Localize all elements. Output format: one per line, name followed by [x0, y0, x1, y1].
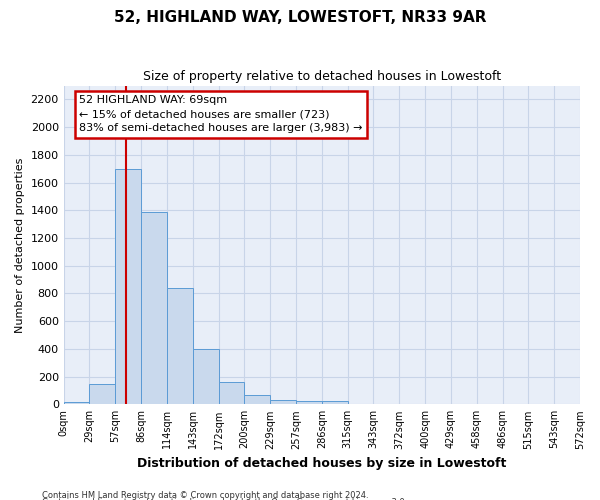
Bar	[193, 349, 218, 405]
Bar	[244, 394, 270, 404]
Text: 52, HIGHLAND WAY, LOWESTOFT, NR33 9AR: 52, HIGHLAND WAY, LOWESTOFT, NR33 9AR	[114, 10, 486, 25]
Text: Contains HM Land Registry data © Crown copyright and database right 2024.: Contains HM Land Registry data © Crown c…	[42, 490, 368, 500]
Bar	[322, 401, 347, 404]
Bar	[167, 288, 193, 405]
Y-axis label: Number of detached properties: Number of detached properties	[15, 157, 25, 332]
Bar	[141, 212, 167, 404]
Text: 52 HIGHLAND WAY: 69sqm
← 15% of detached houses are smaller (723)
83% of semi-de: 52 HIGHLAND WAY: 69sqm ← 15% of detached…	[79, 95, 362, 133]
Bar	[115, 168, 141, 404]
X-axis label: Distribution of detached houses by size in Lowestoft: Distribution of detached houses by size …	[137, 457, 506, 470]
Bar	[270, 400, 296, 404]
Bar	[296, 401, 322, 404]
Bar	[218, 382, 244, 404]
Title: Size of property relative to detached houses in Lowestoft: Size of property relative to detached ho…	[143, 70, 501, 83]
Bar	[89, 384, 115, 404]
Bar	[64, 402, 89, 404]
Text: Contains public sector information licensed under the Open Government Licence v3: Contains public sector information licen…	[42, 498, 407, 500]
